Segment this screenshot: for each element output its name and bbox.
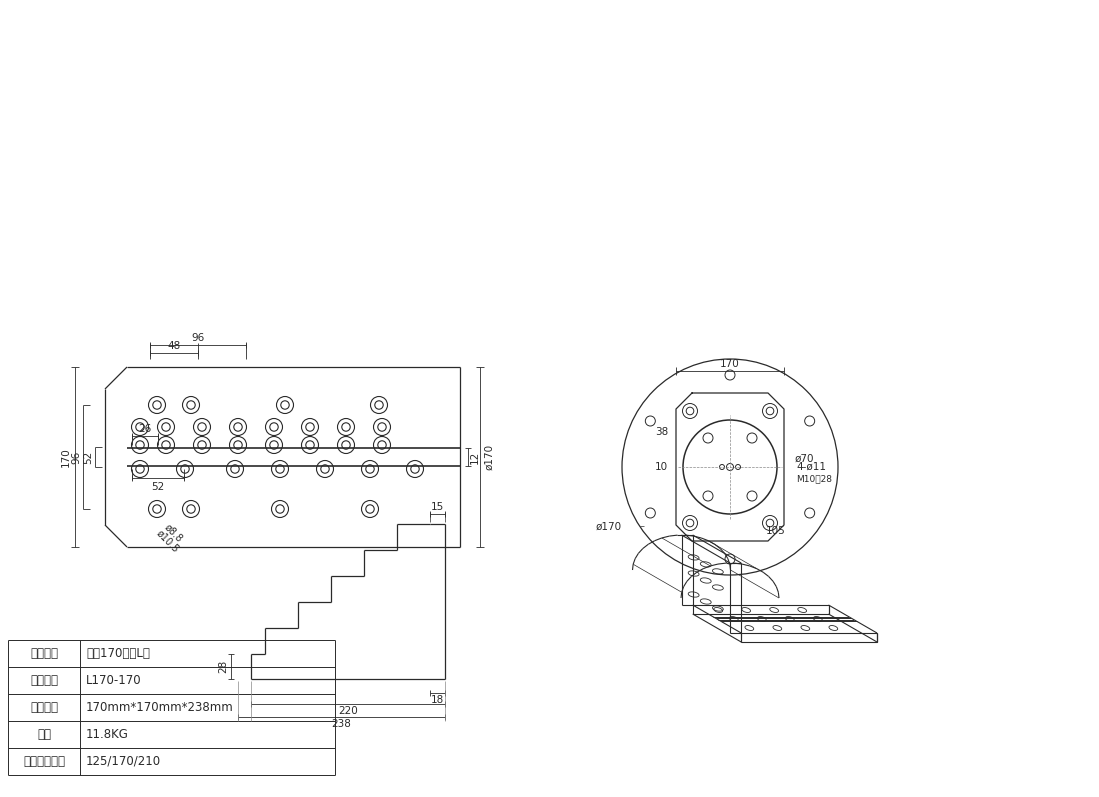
Text: 238: 238	[332, 719, 352, 729]
Text: 170: 170	[62, 447, 71, 467]
Text: 26: 26	[138, 424, 152, 434]
Text: 170mm*170mm*238mm: 170mm*170mm*238mm	[86, 701, 234, 714]
Text: ø8.8: ø8.8	[163, 522, 185, 544]
Text: 重量: 重量	[37, 728, 51, 741]
Text: 96: 96	[71, 450, 81, 464]
Text: 规格尺寸: 规格尺寸	[30, 701, 58, 714]
Text: 96: 96	[191, 333, 204, 343]
Text: 15: 15	[431, 502, 444, 512]
Text: 11.8KG: 11.8KG	[86, 728, 129, 741]
Text: ø70: ø70	[795, 454, 814, 464]
Text: ø10.5: ø10.5	[155, 528, 181, 554]
Text: 105: 105	[766, 526, 786, 536]
Text: 38: 38	[655, 427, 668, 437]
Text: M10深28: M10深28	[796, 474, 832, 484]
Text: 220: 220	[338, 706, 358, 716]
Text: 12: 12	[470, 450, 480, 464]
Text: 4-ø11: 4-ø11	[796, 462, 826, 472]
Text: ø170: ø170	[484, 444, 493, 470]
Text: 18: 18	[431, 695, 444, 705]
Text: 52: 52	[84, 450, 93, 464]
Text: 125/170/210: 125/170/210	[86, 755, 162, 768]
Text: ø170: ø170	[596, 521, 622, 532]
Text: 适用转台型号: 适用转台型号	[23, 755, 65, 768]
Text: 10: 10	[655, 462, 668, 472]
Text: 52: 52	[152, 482, 165, 492]
Text: 产品型号: 产品型号	[30, 674, 58, 687]
Text: 48: 48	[167, 341, 180, 351]
Text: 产品名称: 产品名称	[30, 647, 58, 660]
Text: 170: 170	[720, 359, 740, 369]
Text: L170-170: L170-170	[86, 674, 142, 687]
Text: 28: 28	[218, 660, 227, 673]
Text: 直径170单边L板: 直径170单边L板	[86, 647, 149, 660]
